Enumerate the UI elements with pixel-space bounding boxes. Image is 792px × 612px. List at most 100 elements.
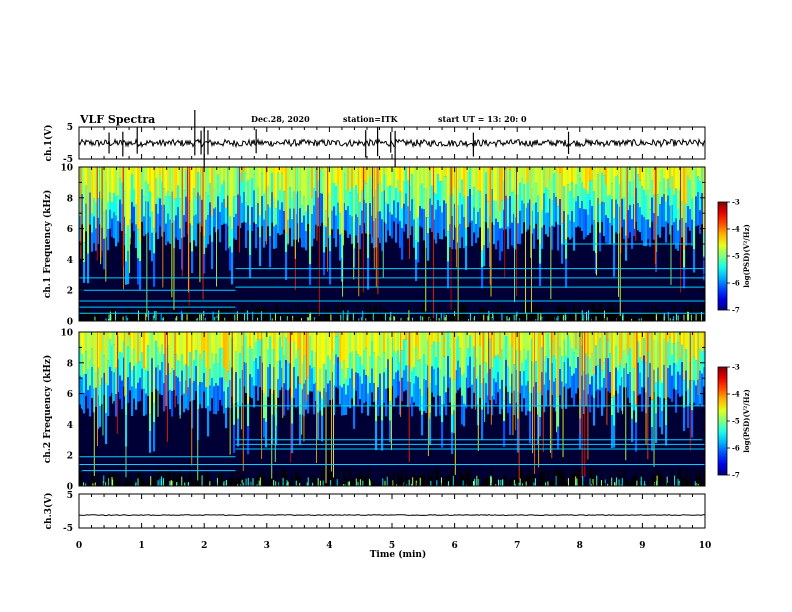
ch1-spectrogram-column-upper bbox=[461, 179, 464, 205]
ch2-spectrogram-column-mid bbox=[351, 368, 354, 399]
ch2-spectrogram-column-top bbox=[573, 332, 576, 353]
ch2-spectrogram-column-upper bbox=[299, 383, 302, 415]
ch2-spectrogram-column-mid bbox=[199, 381, 202, 405]
ch1-spectrogram-column-mid bbox=[95, 228, 98, 251]
ch2-spectrogram-column-upper bbox=[431, 345, 434, 367]
ch1-spectrogram-column-upper bbox=[659, 182, 662, 205]
ch1-spectrogram-column-upper bbox=[519, 182, 522, 211]
ch2-spectrogram-column-top bbox=[235, 332, 238, 352]
ch2-spectrogram-column-low bbox=[423, 411, 426, 475]
ch1-spectrogram-column-low bbox=[597, 222, 600, 310]
ch2-spectrogram-column-upper bbox=[283, 355, 286, 384]
ch2-spectrogram-column-mid bbox=[657, 367, 660, 397]
ch1-spectrogram-column-upper bbox=[325, 210, 328, 227]
ch1-spectrogram-column-top bbox=[467, 167, 470, 173]
ch1-spectrogram-column-top bbox=[335, 167, 338, 186]
ch1-spectrogram-column-top bbox=[229, 167, 232, 217]
ch2-spectrogram-column-mid bbox=[145, 393, 148, 415]
ch2-spectrogram-column-upper bbox=[467, 348, 470, 366]
ch2-spectrogram-column-mid bbox=[357, 373, 360, 407]
ch1-spectrogram-column-top bbox=[681, 167, 684, 202]
ch1-spectrogram-column-upper bbox=[421, 183, 424, 209]
ch2-spectrogram-column-top bbox=[101, 332, 104, 352]
ch2-spectrogram-column-mid bbox=[617, 393, 620, 413]
ch2-spectrogram-column-mid bbox=[479, 364, 482, 398]
ch1-spectrogram-column-low bbox=[683, 288, 686, 308]
ch1-spectrogram-column-top bbox=[393, 167, 396, 170]
ch2-spectrogram-column-low bbox=[519, 393, 522, 472]
ch1-spectrogram-column-low bbox=[589, 232, 592, 319]
ch1-spectrogram-column-top bbox=[331, 167, 334, 183]
ch1-spectrogram-column-upper bbox=[385, 202, 388, 224]
ch2-spectrogram-column-low bbox=[401, 401, 404, 472]
ch2-spectrogram-column-low bbox=[381, 450, 384, 482]
ch1-spectrogram-column-mid bbox=[613, 243, 616, 277]
ch1-spectrogram-column-upper bbox=[627, 193, 630, 211]
ch2-spectrogram-column-low bbox=[399, 414, 402, 477]
ch2-spectrogram-column-top bbox=[107, 332, 110, 361]
ch1-spectrogram-column-mid bbox=[567, 214, 570, 238]
ch1-spectrogram-column-upper bbox=[279, 190, 282, 210]
ch1-spectrogram-column-mid bbox=[651, 197, 654, 222]
ch1-spectrogram-column-upper bbox=[661, 169, 664, 197]
ch2-spectrogram-column-mid bbox=[495, 382, 498, 405]
ch1-spectrogram-column-mid bbox=[535, 202, 538, 224]
ch1-spectrogram-column-top bbox=[667, 167, 670, 179]
ch2-spectrogram-column-mid bbox=[673, 363, 676, 389]
ch2-spectrogram-column-mid bbox=[85, 374, 88, 397]
ch2-spectrogram-column-upper bbox=[449, 348, 452, 378]
ch2-spectrogram-column-top bbox=[577, 332, 580, 335]
ch1-spectrogram-column-top bbox=[571, 167, 574, 183]
ch1-spectrogram-column-top bbox=[703, 167, 706, 232]
ch2-spectrogram-column-top bbox=[199, 332, 202, 355]
ch1-spectrogram-column-top bbox=[567, 167, 570, 185]
ch1-spectrogram-column-top bbox=[505, 167, 508, 169]
ch1-spectrogram-column-mid bbox=[449, 224, 452, 248]
ch1-spectrogram-column-upper bbox=[589, 180, 592, 201]
ch2-spectrogram-column-low bbox=[657, 396, 660, 470]
ch1-spectrogram-column-top bbox=[411, 167, 414, 175]
ch1-spectrogram-column-upper bbox=[423, 188, 426, 210]
ch2-spectrogram-column-mid bbox=[259, 356, 262, 388]
ch2-spectrogram-column-upper bbox=[435, 357, 438, 386]
ch1-spectrogram-column-low bbox=[455, 249, 458, 311]
ch1-spectrogram-column-mid bbox=[193, 215, 196, 241]
ch2-spectrogram-column-mid bbox=[517, 418, 520, 453]
ch2-spectrogram-column-mid bbox=[309, 365, 312, 392]
ch2-spectrogram-column-top bbox=[453, 332, 456, 380]
ch2-spectrogram-column-mid bbox=[97, 395, 100, 429]
ch2-spectrogram-column-mid bbox=[411, 396, 414, 417]
ch1-spectrogram-column-upper bbox=[501, 200, 504, 228]
ch1-spectrogram-column-top bbox=[207, 167, 210, 196]
ch2-spectrogram-column-upper bbox=[301, 364, 304, 390]
ch1-spectrogram-column-low bbox=[361, 233, 364, 321]
ch2-spectrogram-column-top bbox=[137, 332, 140, 363]
ch2-spectrogram-column-top bbox=[509, 332, 512, 387]
ch2-spectrogram-column-upper bbox=[665, 399, 668, 426]
ch1-spectrogram-column-upper bbox=[139, 241, 142, 262]
ch2-spectrogram-column-upper bbox=[471, 355, 474, 385]
ch1-spectrogram-column-upper bbox=[625, 215, 628, 236]
ch1-spectrogram-column-mid bbox=[491, 188, 494, 223]
ch2-spectrogram-column-mid bbox=[131, 386, 134, 417]
ch1-spectrogram-column-top bbox=[687, 167, 690, 176]
ch2-spectrogram-column-upper bbox=[81, 353, 84, 378]
ch1-spectrogram-column-low bbox=[113, 238, 116, 306]
ch2-spectrogram-column-low bbox=[671, 401, 674, 472]
ch2-spectrogram-column-upper bbox=[519, 350, 522, 372]
ch2-spectrogram-column-top bbox=[175, 332, 178, 355]
ch1-spectrogram-column-upper bbox=[179, 198, 182, 229]
ch2-spectrogram-column-mid bbox=[459, 367, 462, 388]
ch2-spectrogram-column-mid bbox=[173, 370, 176, 390]
ch2-spectrogram-column-top bbox=[95, 332, 98, 372]
ch1-spectrogram-column-upper bbox=[361, 190, 364, 211]
ch1-spectrogram-column-low bbox=[689, 230, 692, 304]
ch1-spectrogram-column-top bbox=[343, 167, 346, 174]
ch1-spectrogram-column-upper bbox=[241, 181, 244, 204]
ch1-spectrogram-column-mid bbox=[325, 226, 328, 248]
ch2-spectrogram-column-top bbox=[399, 332, 402, 363]
ch1-spectrogram-column-low bbox=[485, 222, 488, 309]
ch2-spectrogram-column-upper bbox=[663, 339, 666, 365]
time-axis-tick-labels: 0 1 2 3 4 5 6 7 8 9 10 bbox=[76, 541, 711, 551]
ch2-spectrogram-column-upper bbox=[465, 357, 468, 378]
